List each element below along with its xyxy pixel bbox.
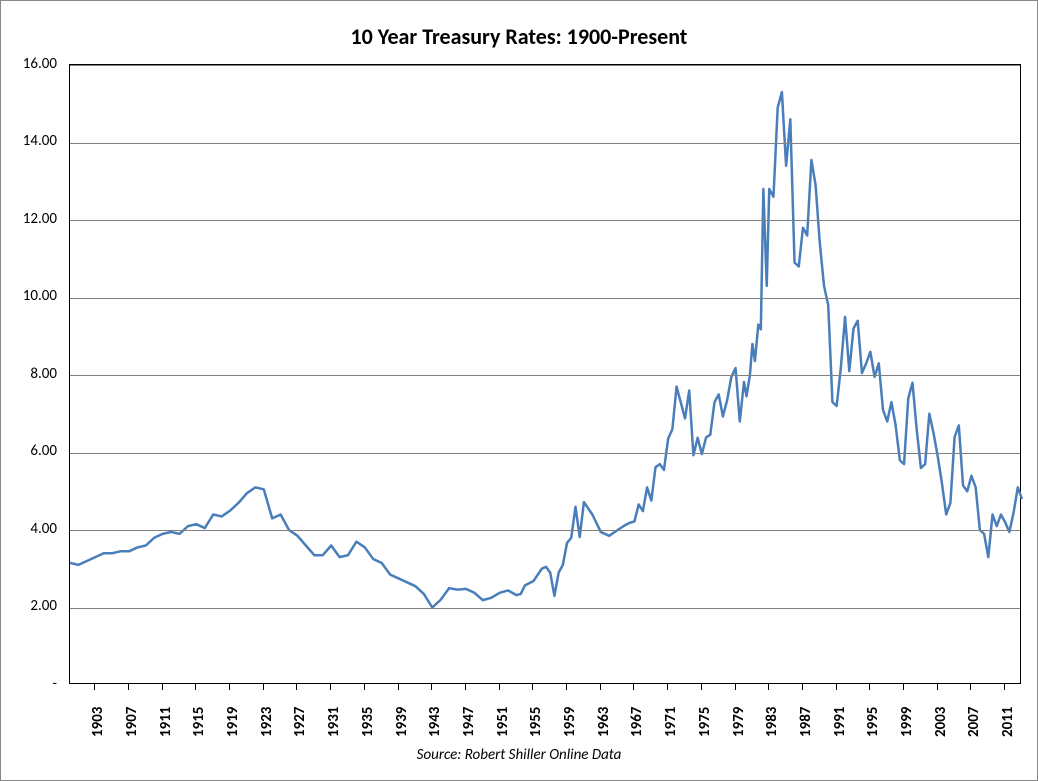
x-tick-mark: [802, 684, 803, 690]
x-tick-mark: [94, 684, 95, 690]
x-tick-label: 1983: [763, 727, 781, 737]
x-tick-mark: [667, 684, 668, 690]
x-tick-mark: [162, 684, 163, 690]
x-tick-mark: [195, 684, 196, 690]
x-tick-mark: [398, 684, 399, 690]
x-tick-mark: [263, 684, 264, 690]
x-tick-label: 1963: [595, 727, 613, 737]
x-tick-mark: [768, 684, 769, 690]
chart-container: 10 Year Treasury Rates: 1900-Present - 2.…: [0, 0, 1038, 781]
x-tick-label: 1931: [325, 727, 343, 737]
x-tick-mark: [296, 684, 297, 690]
x-tick-label: 1947: [460, 727, 478, 737]
x-tick-label: 1903: [89, 727, 107, 737]
x-tick-label: 1907: [123, 727, 141, 737]
y-tick-label: 10.00: [2, 287, 57, 305]
y-tick-label: -: [2, 675, 57, 693]
gridline: [70, 298, 1020, 299]
y-tick-label: 16.00: [2, 55, 57, 73]
x-tick-mark: [970, 684, 971, 690]
x-tick-label: 1975: [696, 727, 714, 737]
x-tick-label: 1911: [157, 727, 175, 737]
x-tick-mark: [229, 684, 230, 690]
x-tick-label: 1919: [224, 727, 242, 737]
x-tick-label: 1967: [628, 727, 646, 737]
x-tick-mark: [431, 684, 432, 690]
x-tick-label: 1999: [898, 727, 916, 737]
x-tick-mark: [869, 684, 870, 690]
y-tick-label: 6.00: [2, 442, 57, 460]
x-tick-mark: [566, 684, 567, 690]
y-tick-label: 12.00: [2, 210, 57, 228]
source-caption: Source: Robert Shiller Online Data: [1, 746, 1037, 764]
x-tick-mark: [532, 684, 533, 690]
y-tick-label: 14.00: [2, 132, 57, 150]
x-tick-label: 2011: [999, 727, 1017, 737]
gridline: [70, 530, 1020, 531]
x-tick-label: 1927: [291, 727, 309, 737]
x-tick-label: 1991: [831, 727, 849, 737]
x-tick-mark: [330, 684, 331, 690]
x-tick-mark: [600, 684, 601, 690]
x-tick-mark: [364, 684, 365, 690]
x-tick-mark: [903, 684, 904, 690]
x-tick-mark: [499, 684, 500, 690]
x-tick-label: 1955: [527, 727, 545, 737]
x-tick-label: 1959: [561, 727, 579, 737]
x-tick-mark: [465, 684, 466, 690]
x-tick-mark: [128, 684, 129, 690]
x-tick-label: 1995: [864, 727, 882, 737]
x-tick-mark: [701, 684, 702, 690]
x-tick-mark: [735, 684, 736, 690]
x-tick-label: 2003: [932, 727, 950, 737]
x-tick-label: 1943: [426, 727, 444, 737]
y-tick-label: 2.00: [2, 597, 57, 615]
x-tick-label: 1987: [797, 727, 815, 737]
x-tick-label: 2007: [965, 727, 983, 737]
gridline: [70, 65, 1020, 66]
plot-area: [69, 64, 1021, 684]
x-tick-mark: [836, 684, 837, 690]
x-tick-label: 1935: [359, 727, 377, 737]
x-tick-label: 1979: [730, 727, 748, 737]
y-tick-label: 8.00: [2, 365, 57, 383]
gridline: [70, 143, 1020, 144]
x-tick-label: 1971: [662, 727, 680, 737]
chart-title: 10 Year Treasury Rates: 1900-Present: [1, 23, 1037, 50]
x-tick-mark: [1004, 684, 1005, 690]
gridline: [70, 608, 1020, 609]
x-tick-label: 1939: [393, 727, 411, 737]
x-tick-mark: [937, 684, 938, 690]
gridline: [70, 375, 1020, 376]
y-tick-label: 4.00: [2, 520, 57, 538]
x-tick-label: 1923: [258, 727, 276, 737]
x-tick-label: 1915: [190, 727, 208, 737]
gridline: [70, 453, 1020, 454]
x-tick-mark: [633, 684, 634, 690]
x-tick-label: 1951: [494, 727, 512, 737]
gridline: [70, 220, 1020, 221]
